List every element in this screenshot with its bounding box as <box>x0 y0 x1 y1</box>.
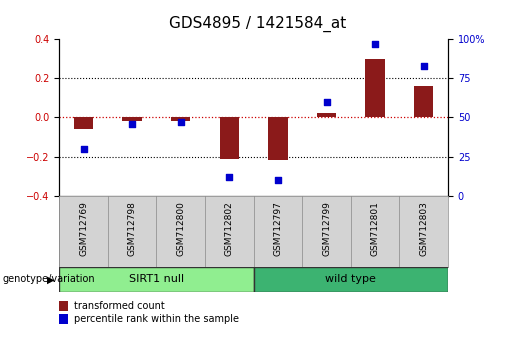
Point <box>225 174 233 180</box>
Text: GSM712797: GSM712797 <box>273 201 282 256</box>
Point <box>274 177 282 183</box>
Text: SIRT1 null: SIRT1 null <box>129 274 184 284</box>
Text: GSM712798: GSM712798 <box>128 201 136 256</box>
Text: ▶: ▶ <box>46 274 54 284</box>
Bar <box>366 58 385 118</box>
Point <box>420 63 428 68</box>
Text: percentile rank within the sample: percentile rank within the sample <box>74 314 238 324</box>
Text: GSM712802: GSM712802 <box>225 201 234 256</box>
Point <box>177 119 185 125</box>
Bar <box>123 118 142 121</box>
Text: transformed count: transformed count <box>74 301 164 311</box>
Text: GSM712769: GSM712769 <box>79 201 88 256</box>
Point <box>79 146 88 152</box>
Text: wild type: wild type <box>325 274 376 284</box>
Bar <box>414 86 434 118</box>
Text: GSM712803: GSM712803 <box>419 201 428 256</box>
Bar <box>171 118 191 121</box>
FancyBboxPatch shape <box>59 267 253 292</box>
Bar <box>219 118 239 159</box>
Point <box>371 41 379 46</box>
Text: GSM712801: GSM712801 <box>371 201 380 256</box>
Text: GDS4895 / 1421584_at: GDS4895 / 1421584_at <box>169 16 346 32</box>
Point <box>322 99 331 104</box>
FancyBboxPatch shape <box>253 267 448 292</box>
Bar <box>317 113 336 118</box>
Text: GSM712799: GSM712799 <box>322 201 331 256</box>
Text: genotype/variation: genotype/variation <box>3 274 95 284</box>
Text: GSM712800: GSM712800 <box>176 201 185 256</box>
Bar <box>74 118 93 129</box>
Point <box>128 121 136 126</box>
Bar <box>268 118 288 160</box>
